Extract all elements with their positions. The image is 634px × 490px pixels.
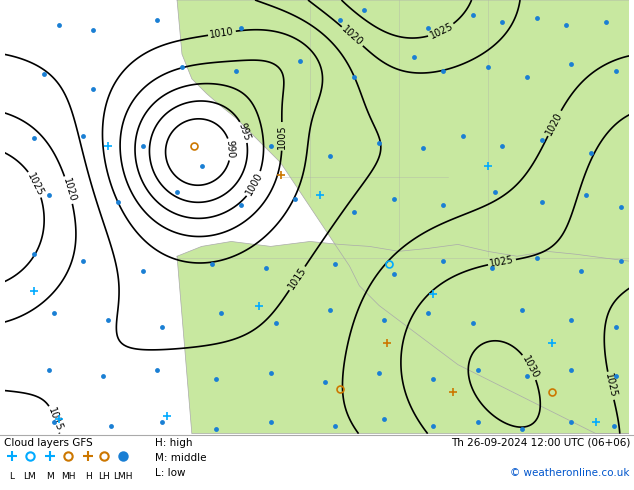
Text: M: M	[46, 472, 54, 481]
Text: M: middle: M: middle	[155, 453, 207, 463]
Text: 1025: 1025	[428, 21, 455, 41]
Text: LMH: LMH	[113, 472, 133, 481]
Text: 1025: 1025	[25, 171, 46, 197]
Text: 1020: 1020	[340, 24, 365, 48]
Text: © weatheronline.co.uk: © weatheronline.co.uk	[510, 468, 630, 478]
Text: 1020: 1020	[61, 177, 77, 203]
Text: Cloud layers GFS: Cloud layers GFS	[4, 438, 93, 448]
Text: 1020: 1020	[544, 110, 564, 137]
Polygon shape	[177, 242, 630, 434]
Text: 1025: 1025	[489, 255, 515, 269]
Text: 1010: 1010	[209, 26, 235, 40]
Text: LH: LH	[98, 472, 110, 481]
Text: 1025: 1025	[603, 372, 618, 399]
Text: 1000: 1000	[244, 171, 265, 197]
Text: 995: 995	[236, 122, 252, 143]
Text: 1005: 1005	[277, 124, 287, 148]
Text: 1030: 1030	[520, 354, 540, 380]
Text: 1015: 1015	[286, 266, 308, 292]
Text: L: L	[10, 472, 15, 481]
Polygon shape	[177, 0, 630, 434]
Text: H: H	[84, 472, 91, 481]
Text: 990: 990	[224, 140, 236, 159]
Text: L: low: L: low	[155, 468, 186, 478]
Text: MH: MH	[61, 472, 75, 481]
Text: Th 26-09-2024 12:00 UTC (06+06): Th 26-09-2024 12:00 UTC (06+06)	[451, 438, 630, 448]
Text: H: high: H: high	[155, 438, 193, 448]
Text: 1015: 1015	[46, 406, 64, 433]
Text: LM: LM	[23, 472, 36, 481]
